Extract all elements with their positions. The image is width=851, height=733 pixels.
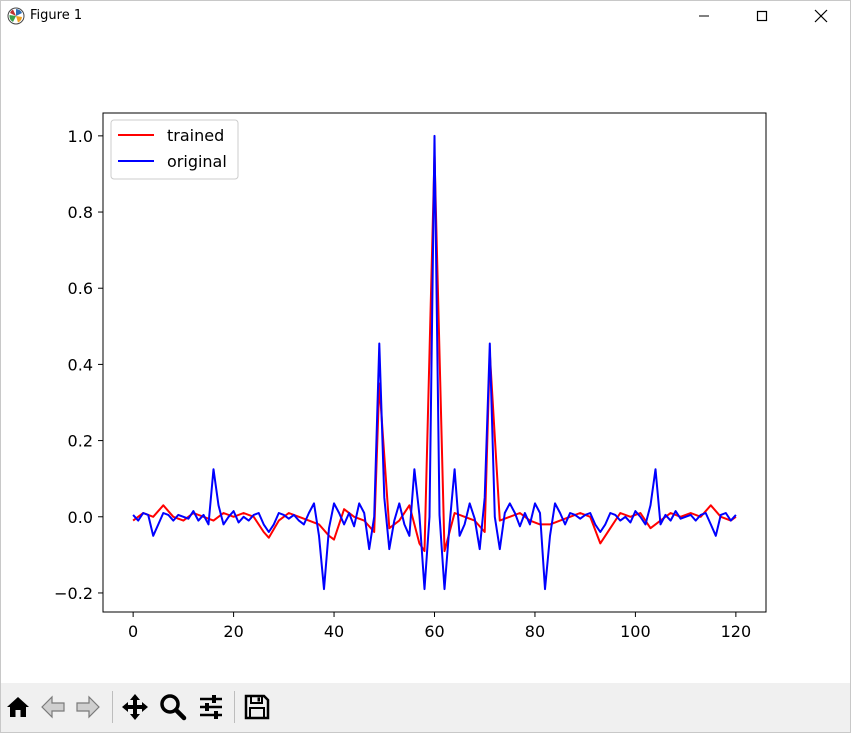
title-bar[interactable]: Figure 1 [1,1,850,31]
y-tick-label: 0.6 [68,279,93,298]
zoom-button[interactable] [156,690,190,724]
y-tick-label: 0.4 [68,355,93,374]
move-icon [122,694,148,720]
floppy-disk-icon [244,694,270,720]
x-tick-label: 80 [525,622,545,641]
y-tick-label: 0.0 [68,508,93,527]
home-button[interactable] [1,690,35,724]
forward-button[interactable] [71,690,105,724]
y-tick-label: 1.0 [68,127,93,146]
minimize-icon [699,15,709,17]
legend-label-trained: trained [167,126,224,145]
y-axis-ticks: −0.2 0.0 0.2 0.4 0.6 0.8 1.0 [54,127,103,603]
zoom-icon [160,694,187,721]
x-tick-label: 120 [721,622,752,641]
pan-button[interactable] [118,690,152,724]
save-button[interactable] [240,690,274,724]
maximize-button[interactable] [739,1,785,31]
window-title: Figure 1 [30,8,83,23]
configure-subplots-button[interactable] [194,690,228,724]
x-axis-ticks: 0 20 40 60 80 100 120 [128,612,751,641]
toolbar-separator [234,691,235,723]
maximize-icon [756,10,768,22]
line-chart: 0 20 40 60 80 100 120 −0.2 0.0 0.2 0.4 0.6 0.8 1.0 t… [54,112,767,641]
x-tick-label: 20 [223,622,243,641]
legend-label-original: original [167,152,227,171]
back-button[interactable] [36,690,70,724]
series-line-original [132,134,737,591]
y-tick-label: 0.8 [68,203,93,222]
x-tick-label: 100 [620,622,651,641]
series-line-trained [132,153,737,553]
toolbar-separator [112,691,113,723]
close-icon [814,9,828,23]
minimize-button[interactable] [681,1,727,31]
legend: trained original [110,119,239,180]
x-tick-label: 60 [424,622,444,641]
matplotlib-logo-icon [7,7,25,25]
back-arrow-icon [41,695,65,719]
y-tick-label: 0.2 [68,432,93,451]
x-tick-label: 40 [324,622,344,641]
y-tick-label: −0.2 [54,584,93,603]
plot-lines [132,134,737,591]
forward-arrow-icon [76,695,100,719]
sliders-icon [200,695,222,719]
figure-canvas[interactable]: 0 20 40 60 80 100 120 −0.2 0.0 0.2 0.4 0.6 0.8 1.0 t… [1,31,850,683]
x-tick-label: 0 [128,622,138,641]
navigation-toolbar [1,683,850,732]
home-icon [7,697,29,717]
close-button[interactable] [798,1,844,31]
